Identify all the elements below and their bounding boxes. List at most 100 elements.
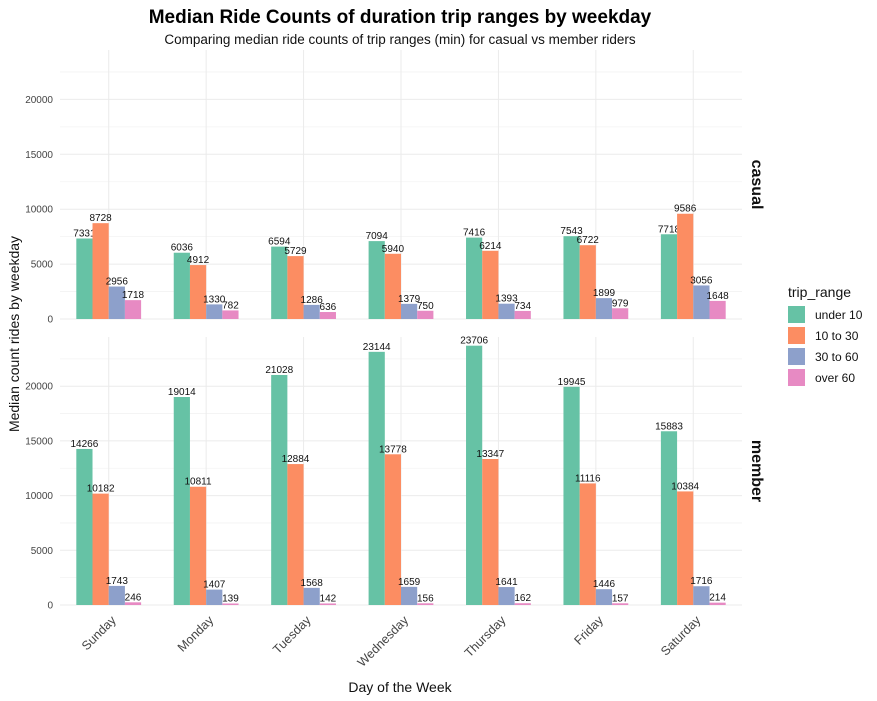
- bar: [271, 246, 288, 319]
- data-label: 734: [514, 301, 531, 312]
- bar: [319, 312, 336, 319]
- bar: [368, 351, 385, 605]
- data-label: 6594: [268, 237, 291, 248]
- data-label: 6722: [577, 235, 600, 246]
- data-label: 19945: [558, 377, 586, 388]
- bar: [498, 587, 515, 605]
- data-label: 1407: [203, 580, 226, 591]
- bar: [287, 464, 304, 605]
- chart-title: Median Ride Counts of duration trip rang…: [149, 7, 652, 28]
- data-label: 13347: [476, 449, 504, 460]
- bar: [222, 603, 239, 605]
- data-label: 1330: [203, 294, 226, 305]
- y-tick-label: 0: [47, 601, 53, 612]
- bar: [579, 483, 596, 605]
- bar: [709, 300, 726, 319]
- bar: [319, 603, 336, 605]
- bar: [401, 586, 418, 605]
- bar: [595, 589, 613, 605]
- chart-subtitle: Comparing median ride counts of trip ran…: [164, 32, 635, 47]
- y-tick-label: 20000: [25, 382, 53, 393]
- bar: [92, 493, 109, 605]
- legend-label: over 60: [815, 371, 855, 385]
- data-label: 1659: [398, 577, 421, 588]
- bar: [563, 236, 580, 319]
- bar: [124, 602, 142, 605]
- bar: [124, 300, 142, 319]
- data-label: 19014: [168, 387, 196, 398]
- bar: [76, 448, 93, 605]
- data-label: 3056: [690, 275, 713, 286]
- data-label: 14266: [71, 439, 99, 450]
- data-label: 21028: [265, 365, 293, 376]
- data-label: 7543: [560, 226, 583, 237]
- data-label: 1393: [495, 294, 518, 305]
- bar: [709, 602, 726, 605]
- bar: [206, 589, 223, 605]
- panel-member: 0 5000 10000 15000 20000 14266 19014 21028 23144…: [25, 336, 765, 612]
- bar: [401, 303, 418, 319]
- data-label: 1568: [301, 578, 324, 589]
- data-label: 6036: [171, 243, 194, 254]
- data-label: 1718: [122, 290, 145, 301]
- y-tick-label: 15000: [25, 150, 53, 161]
- y-tick-label: 0: [47, 315, 53, 326]
- bar: [660, 234, 678, 319]
- bar: [173, 252, 190, 319]
- bar: [368, 241, 385, 319]
- y-axis-label: Median count rides by weekday: [6, 236, 22, 432]
- bar: [514, 603, 531, 605]
- bar: [189, 486, 207, 605]
- data-label: 13778: [379, 444, 407, 455]
- bar: [303, 587, 320, 605]
- bar: [677, 213, 694, 319]
- legend-key-over-60: [788, 369, 805, 386]
- data-label: 750: [417, 301, 434, 312]
- legend-label: 10 to 30: [815, 329, 859, 343]
- bar: [303, 304, 320, 319]
- data-label: 214: [709, 593, 726, 604]
- bar: [482, 250, 499, 319]
- data-label: 1379: [398, 294, 421, 305]
- bar: [384, 253, 401, 319]
- data-label: 10811: [185, 477, 213, 488]
- legend-key-10-to-30: [788, 327, 805, 344]
- data-label: 7416: [463, 228, 486, 239]
- data-label: 11116: [575, 473, 601, 484]
- data-label: 1716: [690, 576, 713, 587]
- panel-casual: 0 5000 10000 15000 20000 7331 6036 6594 7094 7416…: [25, 50, 765, 326]
- bar: [482, 459, 499, 605]
- x-tick-label: Tuesday: [270, 613, 314, 657]
- data-label: 7094: [366, 231, 389, 242]
- facet-strip-label: member: [748, 440, 765, 502]
- data-label: 1286: [301, 295, 324, 306]
- data-label: 5729: [284, 246, 307, 257]
- data-label: 979: [612, 298, 629, 309]
- data-label: 156: [417, 593, 434, 604]
- data-label: 782: [222, 300, 239, 311]
- bar: [677, 491, 694, 605]
- data-label: 162: [514, 593, 531, 604]
- bar: [76, 238, 93, 319]
- legend-label: under 10: [815, 308, 863, 322]
- bar: [693, 285, 710, 319]
- y-tick-label: 15000: [25, 436, 53, 447]
- legend-key-under-10: [788, 306, 805, 323]
- bar: [693, 586, 710, 605]
- data-label: 23706: [460, 336, 488, 347]
- legend-title: trip_range: [788, 284, 851, 300]
- bar: [222, 310, 239, 319]
- bar: [189, 265, 207, 319]
- data-label: 15883: [655, 421, 683, 432]
- x-tick-label: Friday: [572, 613, 607, 648]
- bar: [579, 245, 596, 319]
- bar: [417, 310, 434, 319]
- data-label: 4912: [187, 255, 210, 266]
- data-label: 10182: [87, 484, 115, 495]
- data-label: 636: [320, 302, 337, 313]
- bar: [384, 454, 401, 605]
- bar: [498, 303, 515, 319]
- data-label: 1743: [106, 576, 129, 587]
- bar: [92, 223, 109, 319]
